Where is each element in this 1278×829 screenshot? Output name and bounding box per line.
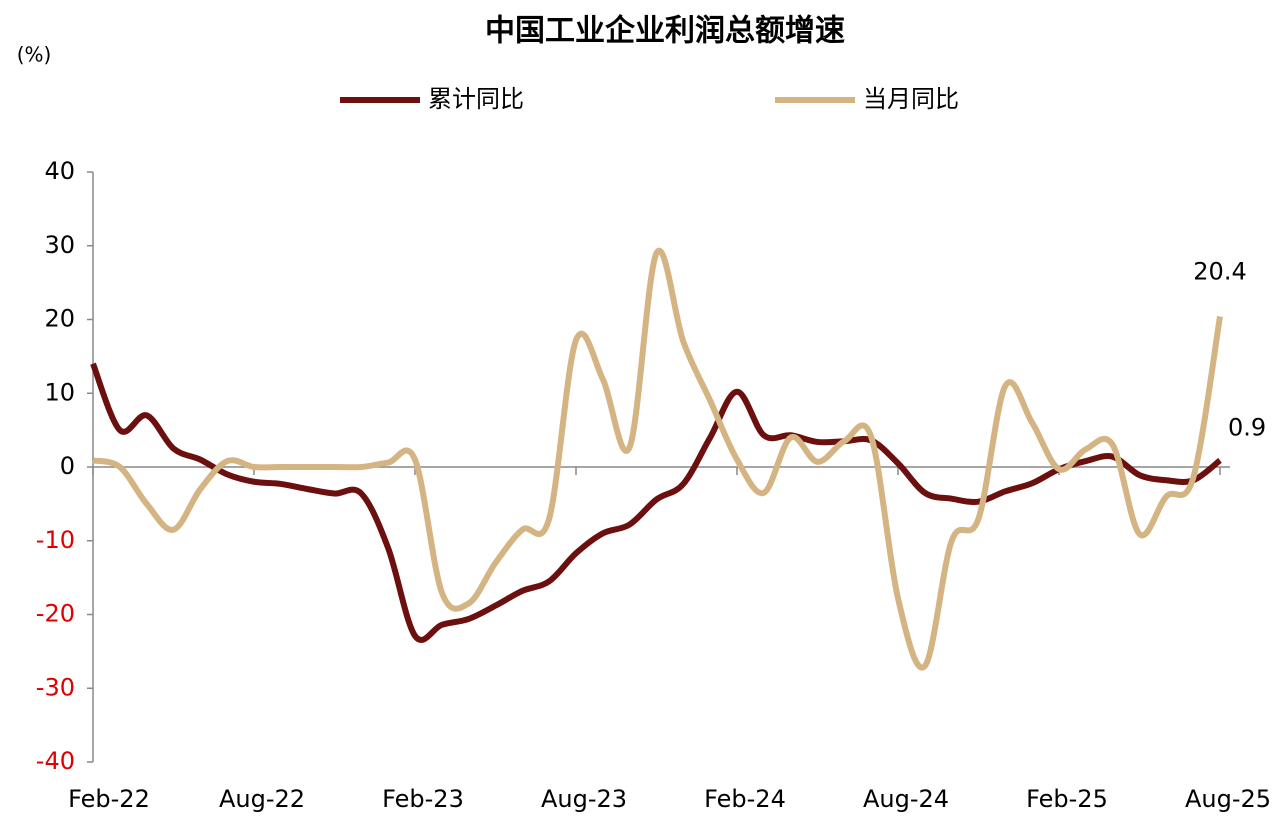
y-tick-label: 30 bbox=[44, 231, 75, 259]
y-tick-label: 40 bbox=[44, 157, 75, 185]
x-tick-label: Aug-24 bbox=[863, 785, 949, 813]
legend-label: 累计同比 bbox=[428, 85, 524, 113]
y-tick-label: 10 bbox=[44, 378, 75, 406]
y-tick-label: -40 bbox=[36, 747, 75, 775]
y-tick-label: -20 bbox=[36, 600, 75, 628]
x-tick-label: Feb-24 bbox=[704, 785, 786, 813]
line-series bbox=[92, 247, 1223, 671]
data-label: 20.4 bbox=[1193, 258, 1246, 286]
line-series bbox=[90, 362, 1222, 643]
legend-label: 当月同比 bbox=[863, 85, 959, 113]
y-tick-label: 20 bbox=[44, 305, 75, 333]
y-tick-label: 0 bbox=[60, 452, 75, 480]
y-axis-label: (%) bbox=[17, 43, 52, 67]
data-label: 0.9 bbox=[1228, 413, 1266, 441]
x-tick-label: Aug-25 bbox=[1185, 785, 1271, 813]
x-tick-label: Feb-22 bbox=[68, 785, 150, 813]
y-tick-label: -10 bbox=[36, 526, 75, 554]
chart-title: 中国工业企业利润总额增速 bbox=[485, 14, 845, 49]
x-tick-label: Aug-22 bbox=[219, 785, 305, 813]
x-tick-label: Aug-23 bbox=[541, 785, 627, 813]
x-tick-label: Feb-23 bbox=[382, 785, 464, 813]
x-tick-label: Feb-25 bbox=[1026, 785, 1108, 813]
y-tick-label: -30 bbox=[36, 673, 75, 701]
